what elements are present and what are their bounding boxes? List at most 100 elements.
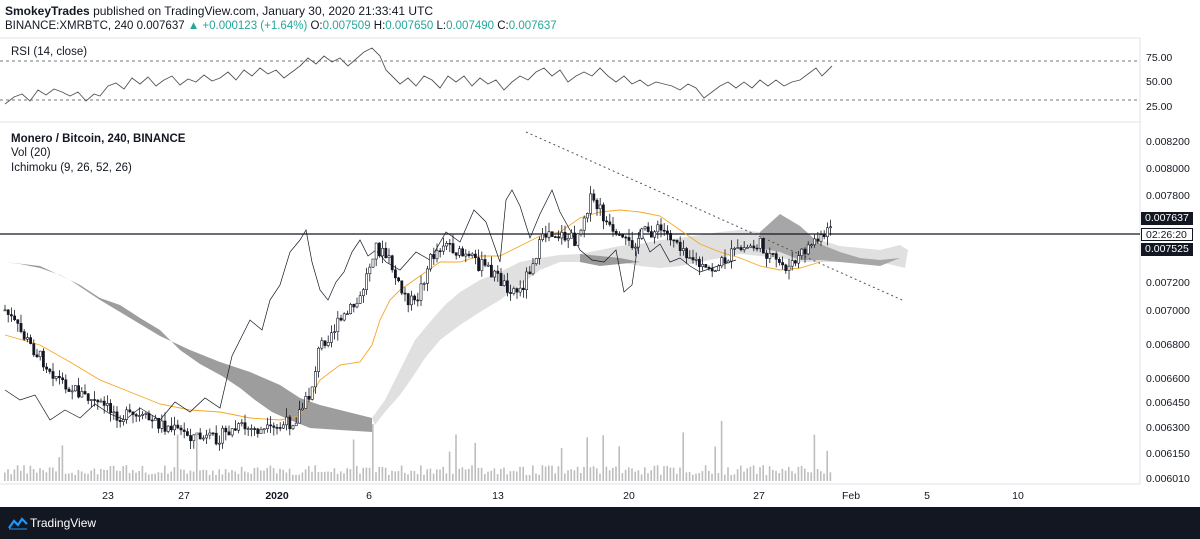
candle-body	[665, 230, 669, 234]
volume-bar	[522, 466, 524, 481]
volume-bar	[512, 470, 515, 481]
volume-bar	[384, 467, 387, 481]
volume-legend[interactable]: Vol (20)	[11, 147, 51, 159]
volume-bar	[10, 474, 12, 481]
candle-body	[553, 236, 557, 238]
rsi-label[interactable]: RSI (14, close)	[11, 46, 88, 58]
volume-bar	[317, 472, 320, 481]
ichimoku-legend[interactable]: Ichimoku (9, 26, 52, 26)	[11, 162, 132, 174]
volume-bar	[352, 439, 355, 481]
candle-body	[822, 234, 826, 238]
candle-body	[557, 236, 561, 239]
candle-body	[643, 226, 647, 230]
candle-body	[393, 269, 397, 279]
candle-body	[160, 420, 164, 429]
volume-bar	[330, 472, 332, 481]
candle-body	[205, 434, 209, 439]
volume-bar	[605, 466, 608, 481]
candle-body	[739, 247, 743, 251]
volume-bar	[618, 446, 620, 481]
candle-body	[413, 295, 417, 301]
candle-body	[320, 340, 324, 349]
volume-bar	[340, 471, 342, 481]
candle-body	[787, 265, 791, 271]
candle-body	[406, 293, 410, 306]
rsi-tick-25: 25.00	[1146, 101, 1173, 113]
volume-bar	[151, 473, 153, 481]
candle-body	[819, 234, 823, 242]
candle-body	[323, 340, 327, 346]
candle-body	[182, 429, 186, 432]
volume-bar	[612, 467, 614, 481]
tradingview-logo-icon[interactable]	[8, 516, 28, 530]
volume-bar	[436, 469, 438, 481]
candlesticks	[3, 186, 833, 451]
candle-body	[518, 287, 522, 293]
volume-bars	[4, 421, 832, 481]
volume-bar	[320, 471, 323, 481]
candle-body	[144, 413, 148, 415]
high-value: 0.007650	[385, 20, 434, 32]
candle-body	[598, 204, 602, 210]
volume-bar	[279, 468, 281, 481]
volume-bar	[368, 467, 371, 481]
candle-body	[147, 413, 151, 421]
candle-body	[566, 237, 570, 241]
volume-bar	[704, 465, 707, 481]
candle-body	[106, 403, 109, 406]
price-tick: 0.006150	[1146, 448, 1190, 460]
volume-bar	[749, 466, 752, 481]
candle-body	[659, 224, 663, 231]
candle-body	[653, 231, 657, 238]
volume-bar	[196, 432, 198, 481]
author-name[interactable]: SmokeyTrades	[5, 4, 90, 18]
volume-bar	[39, 468, 41, 481]
ichimoku-cloud-light	[372, 226, 908, 425]
candle-body	[525, 271, 529, 291]
volume-bar	[256, 467, 259, 481]
candle-body	[480, 259, 484, 271]
volume-bar	[567, 470, 569, 481]
volume-bar	[413, 470, 416, 481]
rsi-line	[4, 47, 833, 105]
footer-bar: TradingView	[0, 507, 1200, 539]
volume-bar	[189, 470, 192, 481]
candle-body	[432, 254, 436, 260]
main-series-title[interactable]: Monero / Bitcoin, 240, BINANCE	[11, 133, 186, 145]
volume-bar	[148, 474, 150, 481]
candle-body	[131, 411, 135, 415]
candle-body	[454, 252, 458, 256]
candle-body	[451, 243, 455, 253]
candle-body	[256, 428, 260, 434]
volume-bar	[183, 469, 185, 481]
volume-bar	[807, 472, 809, 481]
candle-body	[489, 264, 493, 278]
candle-body	[541, 233, 545, 241]
price-change: +0.000123 (+1.64%)	[202, 20, 308, 32]
candle-body	[502, 280, 506, 286]
candle-body	[589, 193, 593, 214]
candle-body	[595, 199, 599, 210]
volume-bar	[695, 473, 697, 481]
volume-bar	[282, 469, 284, 481]
candle-body	[41, 350, 45, 368]
descending-trendline[interactable]	[525, 131, 903, 301]
volume-bar	[266, 467, 268, 481]
time-tick-month: Feb	[841, 490, 861, 502]
candle-body	[163, 420, 167, 432]
chart-canvas[interactable]	[0, 0, 1200, 507]
volume-bar	[509, 471, 512, 481]
volume-bar	[791, 471, 793, 481]
volume-bar	[823, 473, 825, 481]
candle-body	[438, 250, 442, 253]
volume-bar	[138, 471, 140, 481]
candle-body	[77, 385, 81, 398]
volume-bar	[295, 474, 297, 481]
volume-bar	[55, 471, 57, 481]
candle-body	[93, 399, 97, 401]
volume-bar	[781, 468, 784, 481]
footer-brand[interactable]: TradingView	[30, 516, 97, 530]
candle-body	[67, 388, 71, 392]
volume-bar	[221, 474, 224, 481]
candle-body	[38, 350, 42, 358]
